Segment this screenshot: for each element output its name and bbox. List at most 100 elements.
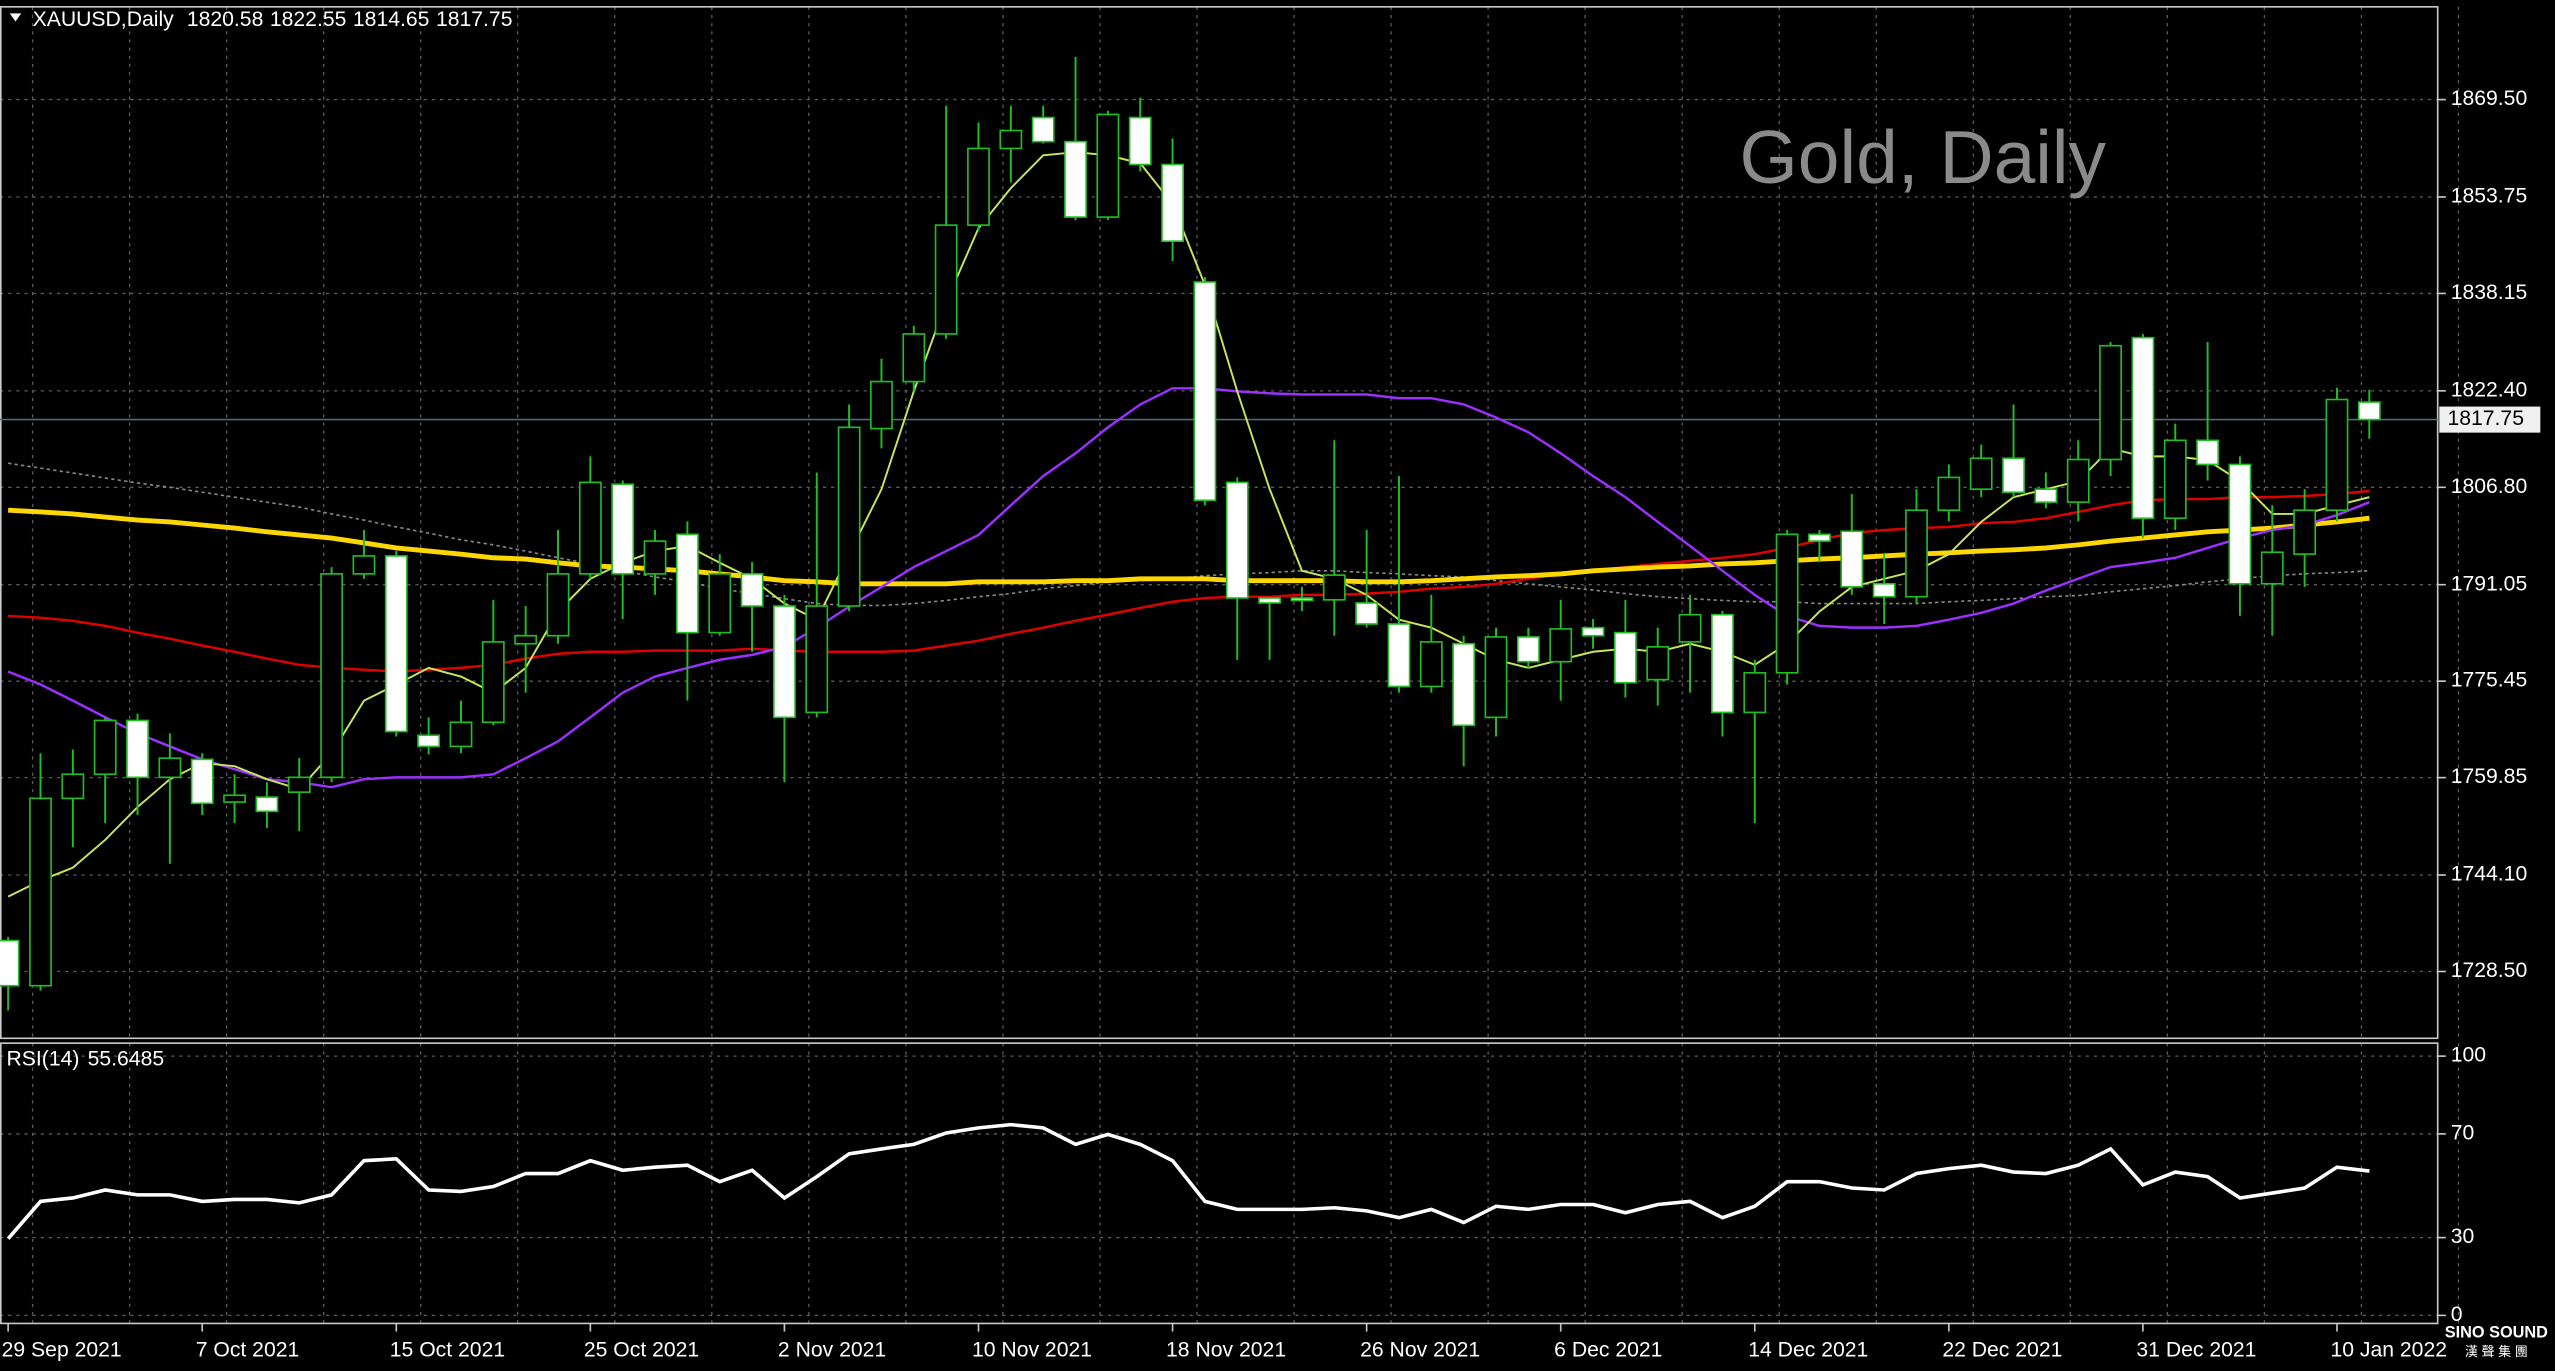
candle-body — [1775, 533, 1799, 674]
watermark: Gold, Daily — [1740, 115, 2107, 199]
close: 1817.75 — [436, 7, 513, 30]
x-tick-label: 18 Nov 2021 — [1166, 1339, 1286, 1362]
candle-body — [2002, 457, 2025, 494]
candle-body — [675, 533, 699, 634]
candle-body — [708, 573, 732, 634]
candle-body — [190, 758, 214, 805]
candle-body — [449, 721, 473, 748]
y-tick-label: 1853.75 — [2451, 185, 2528, 208]
candle-body — [0, 939, 20, 987]
menu-arrow — [9, 13, 22, 22]
candle-body — [1355, 602, 1379, 625]
candle-body — [2066, 458, 2090, 503]
moving-average — [8, 507, 2370, 587]
candle-body — [740, 573, 764, 607]
x-tick-label: 10 Nov 2021 — [972, 1339, 1092, 1362]
x-tick-label: 6 Dec 2021 — [1554, 1339, 1662, 1362]
y-tick-label: 1869.50 — [2451, 87, 2528, 110]
rsi-line — [6, 1122, 2370, 1240]
candle-body — [2131, 336, 2155, 520]
candle-body — [611, 483, 635, 575]
candle-body — [287, 776, 311, 793]
candle-body — [1840, 530, 1864, 588]
candle-body — [643, 540, 667, 575]
candle-body — [417, 734, 441, 748]
price-box-label: 1817.75 — [2447, 407, 2524, 430]
x-tick-label: 25 Oct 2021 — [584, 1339, 699, 1362]
y-tick-label: 1775.45 — [2451, 669, 2528, 692]
x-tick-label: 31 Dec 2021 — [2136, 1339, 2256, 1362]
candle-body — [1937, 476, 1961, 512]
candle-body — [999, 129, 1023, 150]
x-tick-label: 26 Nov 2021 — [1360, 1339, 1480, 1362]
candle-body — [2034, 488, 2058, 503]
panel-frame — [0, 6, 2439, 1040]
candle-body — [1905, 509, 1928, 598]
candle-body — [1258, 597, 1282, 604]
header: XAUUSD,Daily 1820.58 1822.55 1814.65 1817.75 — [33, 7, 513, 30]
x-tick-label: 2 Nov 2021 — [778, 1339, 886, 1362]
price-box — [2439, 406, 2541, 433]
candle-body — [1322, 574, 1346, 601]
candle-body — [1031, 116, 1055, 143]
candle-body — [1128, 116, 1152, 166]
candle-body — [126, 719, 149, 779]
candle-body — [1193, 281, 1217, 502]
rsi-value: 55.6485 — [88, 1047, 165, 1070]
y-tick-label: 1806.80 — [2451, 475, 2528, 498]
moving-average — [7, 387, 2370, 789]
y-tick-label: 1822.40 — [2451, 378, 2528, 401]
candle-body — [967, 147, 990, 226]
candle-body — [837, 426, 861, 607]
x-tick-label: 22 Dec 2021 — [1942, 1339, 2062, 1362]
x-tick-label: 10 Jan 2022 — [2330, 1339, 2447, 1362]
candle-body — [320, 573, 344, 779]
candle-body — [805, 605, 829, 714]
candle-body — [1711, 613, 1734, 714]
candle-body — [1613, 631, 1637, 684]
y-tick-label: 70 — [2451, 1122, 2475, 1145]
candle-body — [61, 773, 85, 800]
candle-body — [1096, 113, 1120, 218]
candle-body — [1161, 163, 1184, 243]
y-tick-label: 1791.05 — [2451, 572, 2528, 595]
symbol: XAUUSD,Daily — [33, 7, 175, 30]
candle-body — [546, 573, 570, 637]
candle-body — [1387, 623, 1411, 688]
candle-body — [481, 641, 505, 724]
candle-body — [1290, 597, 1314, 602]
candle-body — [2163, 439, 2187, 520]
candle-body — [1678, 613, 1702, 643]
rsi-header: RSI(14) 55.6485 — [7, 1047, 165, 1070]
candle-body — [2293, 509, 2317, 555]
y-tick-label: 1728.50 — [2451, 959, 2528, 982]
y-tick-label: 1744.10 — [2451, 863, 2528, 886]
candle-body — [1743, 672, 1767, 714]
candle-body — [2260, 551, 2284, 585]
y-tick-label: 30 — [2451, 1225, 2475, 1248]
candle-body — [255, 796, 279, 813]
x-tick-label: 29 Sep 2021 — [2, 1339, 122, 1362]
candle-body — [514, 634, 538, 645]
candle-body — [1484, 636, 1508, 719]
panel-frame — [0, 1042, 2439, 1325]
x-tick-label: 15 Oct 2021 — [390, 1339, 505, 1362]
open: 1820.58 — [187, 7, 264, 30]
candle-body — [1646, 646, 1670, 681]
logo-sub: 漢 聲 集 團 — [2465, 1344, 2528, 1359]
low: 1814.65 — [353, 7, 430, 30]
candle-body — [1516, 636, 1540, 663]
candle-body — [384, 555, 408, 733]
candle-body — [2099, 344, 2122, 461]
candle-body — [1969, 457, 1993, 490]
candle-body — [352, 555, 376, 575]
candle-body — [2357, 401, 2381, 421]
candle-body — [773, 605, 796, 719]
candle-body — [902, 333, 926, 383]
candle-body — [1452, 642, 1476, 727]
high: 1822.55 — [270, 7, 347, 30]
candle-body — [934, 224, 958, 335]
candle-body — [1872, 582, 1896, 598]
candle-body — [870, 380, 893, 430]
